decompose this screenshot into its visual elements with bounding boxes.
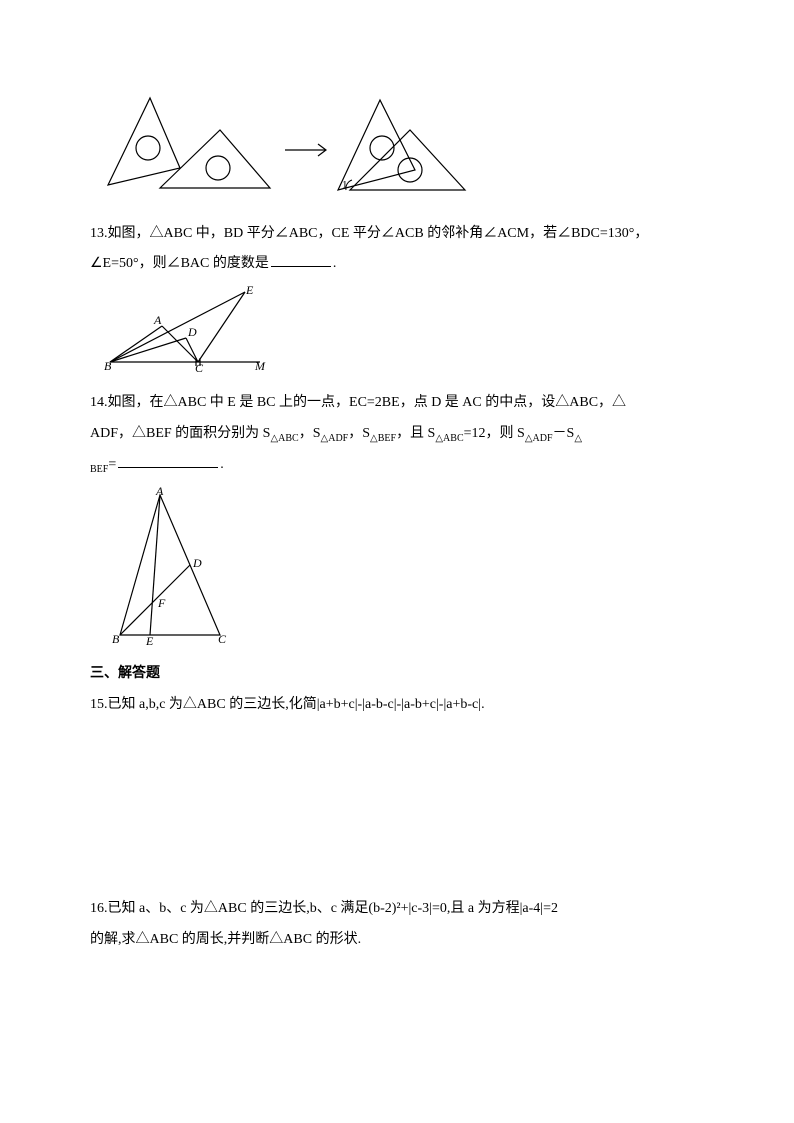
q15-text: 15.已知 a,b,c 为△ABC 的三边长,化简|a+b+c|-|a-b-c|… — [90, 692, 704, 719]
svg-text:D: D — [192, 556, 202, 570]
q13-period: . — [333, 256, 337, 271]
q14-line2: ADF，△BEF 的面积分别为 S△ABC，S△ADF，S△BEF，且 S△AB… — [90, 421, 704, 448]
q16-line1: 16.已知 a、b、c 为△ABC 的三边长,b、c 满足(b-2)²+|c-3… — [90, 896, 704, 923]
q14-blank[interactable] — [118, 453, 218, 468]
q14-line3: BEF=. — [90, 452, 704, 479]
svg-text:B: B — [112, 632, 120, 645]
svg-text:E: E — [245, 284, 254, 297]
svg-text:D: D — [187, 325, 197, 339]
q14-sub2: △ADF — [321, 433, 349, 444]
q14-bef: BEF — [90, 464, 108, 475]
q14-eq2: = — [108, 457, 116, 472]
q14-sub6: △ — [574, 433, 582, 444]
q14-t3: ，S — [348, 426, 370, 441]
q16-line2: 的解,求△ABC 的周长,并判断△ABC 的形状. — [90, 927, 704, 954]
answer-space-q15 — [90, 722, 704, 892]
q14-line1: 14.如图，在△ABC 中 E 是 BC 上的一点，EC=2BE，点 D 是 A… — [90, 390, 704, 417]
figure-q13: B C M A D E — [100, 284, 704, 385]
q13-line2: ∠E=50°，则∠BAC 的度数是. — [90, 251, 704, 278]
svg-text:A: A — [155, 485, 164, 498]
q14-sub4: △ABC — [435, 433, 463, 444]
q14-sub5: △ADF — [525, 433, 553, 444]
section-3-title: 三、解答题 — [90, 661, 704, 688]
q14-sub1: △ABC — [270, 433, 298, 444]
svg-text:B: B — [104, 359, 112, 373]
q14-sub3: △BEF — [370, 433, 396, 444]
svg-text:C: C — [195, 361, 204, 374]
svg-text:F: F — [157, 596, 166, 610]
q14-suffix: . — [220, 457, 224, 472]
q14-t1: ADF，△BEF 的面积分别为 S — [90, 426, 270, 441]
svg-text:A: A — [153, 313, 162, 327]
figure-triangles-combined: 1 — [90, 90, 704, 211]
q14-t4: ，且 S — [396, 426, 435, 441]
q14-t6: －S — [553, 426, 575, 441]
svg-text:C: C — [218, 632, 227, 645]
q13-blank[interactable] — [271, 252, 331, 267]
q13-line2-text: ∠E=50°，则∠BAC 的度数是 — [90, 256, 269, 271]
svg-text:M: M — [254, 359, 266, 373]
figure-q14: A B C D E F — [100, 485, 704, 656]
q14-t5: =12，则 S — [464, 426, 525, 441]
svg-text:E: E — [145, 634, 154, 645]
q13-line1: 13.如图，△ABC 中，BD 平分∠ABC，CE 平分∠ACB 的邻补角∠AC… — [90, 221, 704, 248]
q14-t2: ，S — [299, 426, 321, 441]
